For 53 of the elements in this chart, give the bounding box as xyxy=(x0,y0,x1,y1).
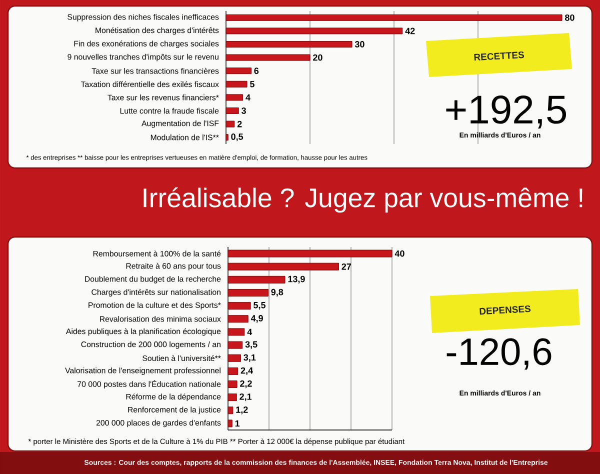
bar xyxy=(226,80,248,88)
bar xyxy=(226,108,239,114)
bar xyxy=(228,302,251,310)
data-label: 4 xyxy=(246,94,250,101)
data-label: 3,5 xyxy=(245,341,258,349)
data-label: 20 xyxy=(313,54,322,61)
data-label: 5,5 xyxy=(254,302,266,310)
data-label: 0,5 xyxy=(231,134,244,142)
bar xyxy=(228,406,234,414)
bar xyxy=(228,394,237,402)
bar xyxy=(228,328,245,336)
bar xyxy=(228,367,238,375)
data-label: 13,9 xyxy=(288,276,305,284)
bar xyxy=(228,250,392,258)
bar xyxy=(226,14,562,21)
text: -120,6 xyxy=(446,338,552,370)
data-label: 2,4 xyxy=(240,367,254,376)
bar xyxy=(228,276,286,284)
bar xyxy=(226,134,228,141)
data-label: 9,8 xyxy=(271,288,284,297)
bar xyxy=(226,94,244,101)
bar xyxy=(226,120,235,128)
annotation: RECETTES xyxy=(474,51,524,61)
bar xyxy=(228,315,248,323)
bar xyxy=(228,341,243,349)
data-label: 42 xyxy=(405,28,415,34)
data-label: 4,9 xyxy=(250,315,263,323)
data-label: 1 xyxy=(235,420,240,427)
bar xyxy=(226,28,403,34)
bar xyxy=(228,288,268,296)
data-label: 2,1 xyxy=(240,393,252,402)
text: DEPENSES xyxy=(480,305,531,315)
bar xyxy=(228,262,339,270)
data-label: 3,1 xyxy=(244,354,256,362)
data-label: 6 xyxy=(254,68,259,74)
data-label: 5 xyxy=(250,81,254,88)
bar xyxy=(226,68,252,74)
bar xyxy=(226,40,352,48)
bar xyxy=(228,380,238,388)
data-label: 3 xyxy=(242,108,246,114)
data-label: 4 xyxy=(247,328,252,336)
data-label: 27 xyxy=(342,263,352,270)
data-label: 1,2 xyxy=(236,406,248,414)
annotation: +192,5 xyxy=(446,95,566,129)
data-label: 30 xyxy=(354,41,364,48)
data-label: 2 xyxy=(237,120,242,128)
bar xyxy=(228,354,241,362)
bar xyxy=(228,420,232,428)
text: Irréalisable ? Jugez par vous-même ! xyxy=(144,187,582,213)
data-label: 40 xyxy=(394,250,404,257)
data-label: 2,2 xyxy=(240,380,252,388)
data-label: 80 xyxy=(564,14,574,21)
bar xyxy=(226,54,310,61)
